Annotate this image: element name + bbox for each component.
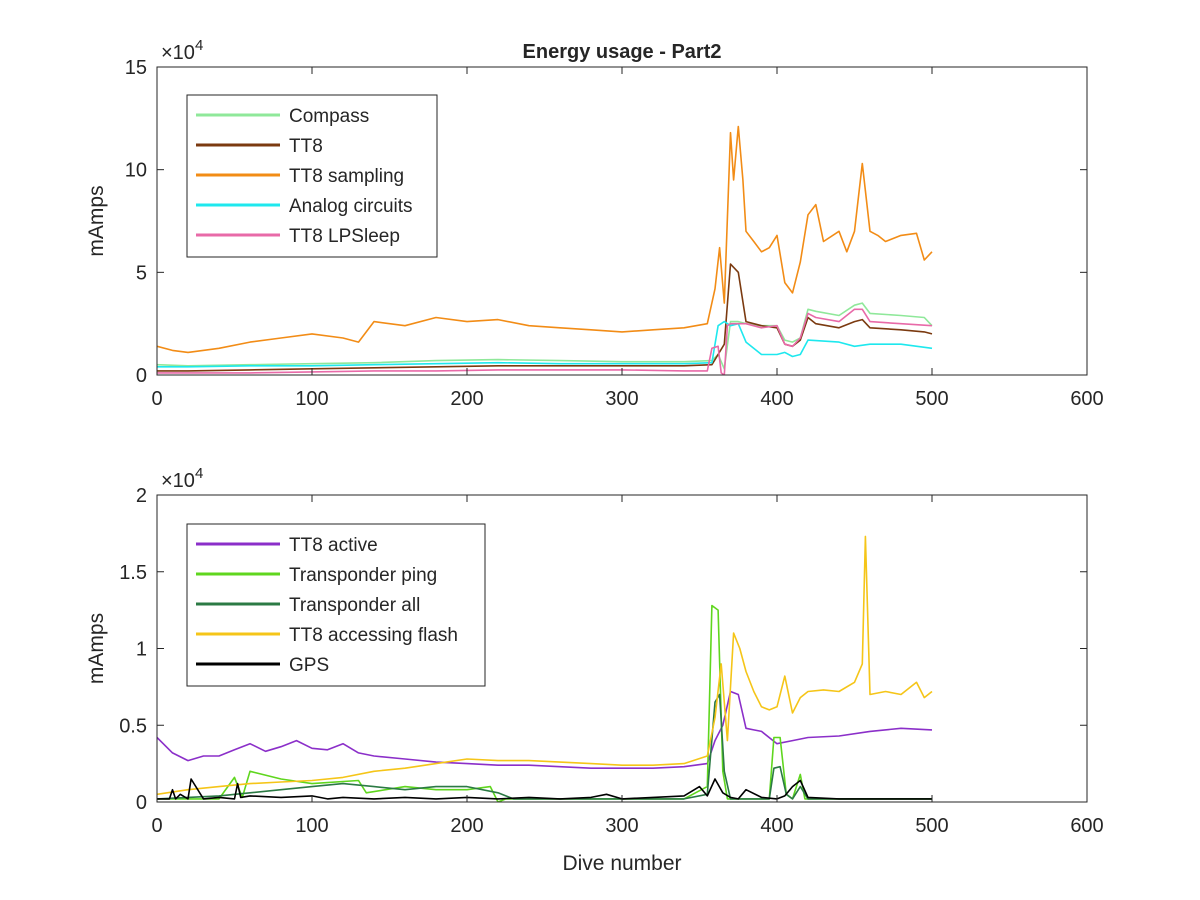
y-tick-label: 0.5 <box>119 715 147 737</box>
panel-2: 0 100 200 300 400 500 600 0 0.5 1 1.5 2 ×104 mAmps Div… <box>85 465 1104 875</box>
series-line-tt8-lpsleep <box>157 308 933 375</box>
x-tick-label: 200 <box>450 815 483 837</box>
panel-2-legend: TT8 active Transponder ping Transponder al… <box>186 523 486 687</box>
series-line-analog-circuits <box>157 320 933 368</box>
y-tick-label: 0 <box>136 792 147 814</box>
legend-label-tt8: TT8 <box>289 136 323 157</box>
series-line-compass <box>157 302 933 370</box>
series-line-transponder-all <box>157 693 932 800</box>
x-tick-label: 300 <box>605 388 638 410</box>
panel-1-legend: Compass TT8 TT8 sampling Analog circuits TT8… <box>186 94 438 258</box>
y-tick-label: 15 <box>125 57 147 79</box>
panel-1-series-group <box>157 125 933 375</box>
x-axis-label: Dive number <box>562 852 681 875</box>
panel-2-exponent-label: ×104 <box>161 465 203 492</box>
panel-1: 0 100 200 300 400 500 600 0 5 10 15 ×104 Energy usag… <box>85 37 1104 410</box>
panel-2-series-group <box>157 535 933 802</box>
legend-label-tt8-active: TT8 active <box>289 535 378 556</box>
legend-label-transponder-ping: Transponder ping <box>289 565 437 586</box>
y-tick-label: 0 <box>136 365 147 387</box>
x-tick-label: 600 <box>1070 388 1103 410</box>
legend-label-tt8-sampling: TT8 sampling <box>289 166 404 187</box>
y-tick-label: 1.5 <box>119 562 147 584</box>
y-tick-label: 10 <box>125 160 147 182</box>
x-tick-label: 500 <box>915 815 948 837</box>
x-tick-label: 300 <box>605 815 638 837</box>
x-tick-label: 0 <box>151 388 162 410</box>
legend-label-tt8-accessing-flash: TT8 accessing flash <box>289 625 458 646</box>
x-tick-label: 0 <box>151 815 162 837</box>
x-tick-label: 200 <box>450 388 483 410</box>
series-line-tt8-sampling <box>157 125 933 354</box>
series-line-gps <box>157 778 932 800</box>
x-tick-label: 400 <box>760 815 793 837</box>
series-line-tt8-active <box>157 690 933 769</box>
panel-1-y-axis-label: mAmps <box>85 185 108 256</box>
panel-2-y-axis-label: mAmps <box>85 613 108 684</box>
x-tick-label: 500 <box>915 388 948 410</box>
legend-label-analog-circuits: Analog circuits <box>289 196 413 217</box>
y-tick-label: 1 <box>136 639 147 661</box>
legend-label-gps: GPS <box>289 655 329 676</box>
chart-title: Energy usage - Part2 <box>523 41 722 63</box>
series-line-tt8-accessing-flash <box>157 535 933 796</box>
y-tick-label: 2 <box>136 485 147 507</box>
x-tick-label: 600 <box>1070 815 1103 837</box>
series-line-tt8 <box>157 263 933 372</box>
y-tick-label: 5 <box>136 262 147 284</box>
legend-label-compass: Compass <box>289 106 369 127</box>
legend-label-transponder-all: Transponder all <box>289 595 420 616</box>
panel-1-exponent-label: ×104 <box>161 37 203 64</box>
legend-label-tt8-lpsleep: TT8 LPSleep <box>289 226 400 247</box>
x-tick-label: 400 <box>760 388 793 410</box>
x-tick-label: 100 <box>295 815 328 837</box>
x-tick-label: 100 <box>295 388 328 410</box>
